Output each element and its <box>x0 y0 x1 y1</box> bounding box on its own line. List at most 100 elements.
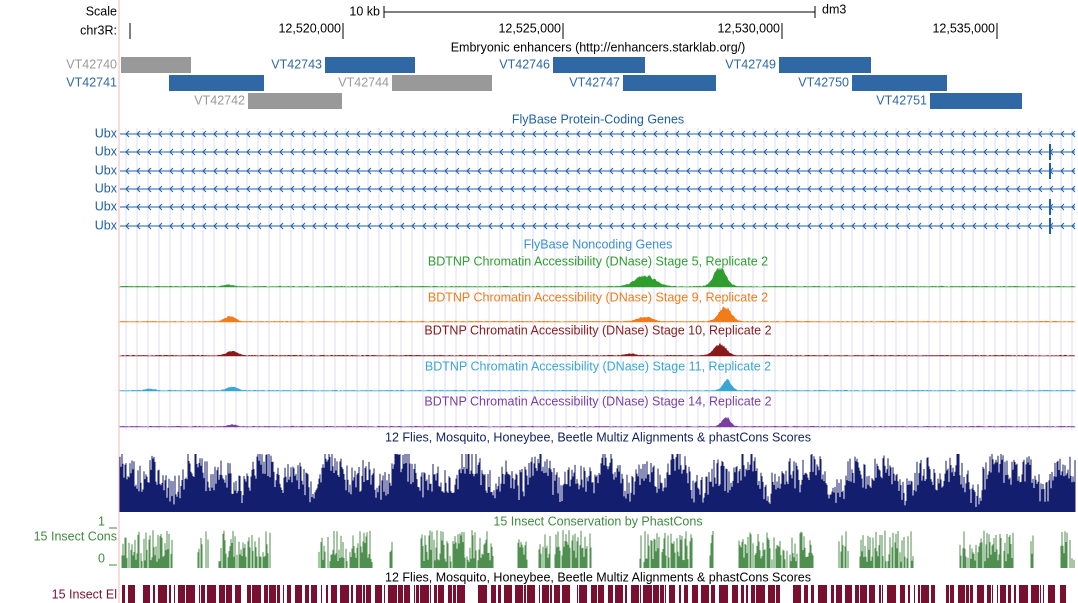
dnase-signal <box>119 306 1076 323</box>
conserved-element <box>679 585 681 603</box>
conserved-element <box>430 585 431 603</box>
track-title: 15 Insect Conservation by PhastCons <box>493 514 702 528</box>
conserved-element <box>252 585 261 603</box>
conserved-element <box>515 585 523 603</box>
conserved-element <box>235 585 241 603</box>
axis-ticks <box>109 527 117 566</box>
conserved-element <box>174 585 175 603</box>
enhancer <box>779 57 871 73</box>
conserved-element <box>295 585 302 603</box>
conserved-element <box>562 585 570 603</box>
conserved-element <box>579 585 587 603</box>
conserved-element <box>366 585 371 603</box>
conserved-element <box>900 585 905 603</box>
conserved-element <box>992 585 993 603</box>
scale-size: 10 kb <box>349 4 380 18</box>
conserved-element <box>1031 585 1039 603</box>
conserved-element <box>542 585 549 603</box>
exon <box>1049 144 1051 160</box>
conserved-element <box>746 585 748 603</box>
conserved-element <box>684 585 688 603</box>
track-title: BDTNP Chromatin Accessibility (DNase) St… <box>424 394 771 408</box>
conserved-element <box>577 585 578 603</box>
conserved-element <box>219 585 225 603</box>
conserved-element <box>701 585 709 603</box>
ruler-label: 12,535,000 <box>932 21 995 35</box>
conserved-element <box>869 585 875 603</box>
conserved-element <box>178 585 185 603</box>
conserved-element <box>640 585 641 603</box>
conserved-element <box>665 585 666 603</box>
exon <box>1049 163 1051 179</box>
conserved-element <box>1019 585 1028 603</box>
conserved-element <box>908 585 910 603</box>
conserved-element <box>498 585 501 603</box>
enhancer <box>169 75 264 91</box>
enhancer <box>623 75 716 91</box>
enhancer-label: VT42741 <box>66 75 117 89</box>
conserved-element <box>741 585 744 603</box>
gene-line <box>120 222 1076 230</box>
dnase-signal <box>119 378 1076 392</box>
enhancer <box>852 75 947 91</box>
conserved-element <box>416 585 419 603</box>
gene-line <box>120 203 1076 211</box>
conserved-element <box>122 585 125 603</box>
conserved-element <box>1043 585 1044 603</box>
gene-label: Ubx <box>95 163 118 177</box>
enhancer-label: VT42749 <box>725 57 776 71</box>
conserved-element <box>804 585 808 603</box>
enhancer-label: VT42742 <box>194 93 245 107</box>
conserved-element <box>550 585 552 603</box>
conserved-element <box>326 585 328 603</box>
conserved-element <box>527 585 535 603</box>
conserved-element <box>158 585 167 603</box>
conserved-element <box>970 585 973 603</box>
axis-min: 0 <box>98 551 105 565</box>
track-title: BDTNP Chromatin Accessibility (DNase) St… <box>424 323 771 337</box>
conserved-element <box>598 585 604 603</box>
enhancer-label: VT42740 <box>66 57 117 71</box>
conserved-element <box>143 585 150 603</box>
conserved-element <box>524 585 526 603</box>
conserved-element <box>128 585 135 603</box>
enhancer <box>392 75 492 91</box>
conserved-element <box>768 585 775 603</box>
enhancer <box>248 93 342 109</box>
conserved-element <box>946 585 949 603</box>
track-title: 12 Flies, Mosquito, Honeybee, Beetle Mul… <box>385 570 811 584</box>
conserved-element <box>398 585 403 603</box>
track-title: 12 Flies, Mosquito, Honeybee, Beetle Mul… <box>385 430 811 444</box>
ruler-label: 12,525,000 <box>498 21 561 35</box>
gene-label: Ubx <box>95 181 118 195</box>
conserved-element <box>625 585 627 603</box>
conserved-element <box>855 585 859 603</box>
conserved-element <box>977 585 984 603</box>
conserved-element <box>1060 585 1066 603</box>
conserved-element <box>199 585 200 603</box>
conserved-element <box>860 585 867 603</box>
conserved-element <box>438 585 444 603</box>
conserved-element <box>631 585 639 603</box>
enhancer-label: VT42744 <box>338 75 389 89</box>
enhancer-label: VT42747 <box>569 75 620 89</box>
track-label: 15 Insect Cons <box>34 529 117 543</box>
exon <box>1049 218 1051 234</box>
conserved-element <box>504 585 512 603</box>
conserved-element <box>987 585 991 603</box>
conserved-element <box>356 585 362 603</box>
ruler-label: 12,530,000 <box>717 21 780 35</box>
conserved-element <box>615 585 623 603</box>
conserved-element <box>226 585 232 603</box>
conserved-element <box>1008 585 1011 603</box>
conserved-element <box>845 585 852 603</box>
conserved-element <box>287 585 291 603</box>
track-label: 15 Insect El <box>52 587 117 601</box>
conserved-element <box>793 585 801 603</box>
conserved-element <box>751 585 755 603</box>
dnase-signal <box>119 416 1076 428</box>
conserved-element <box>653 585 659 603</box>
conserved-element <box>914 585 915 603</box>
conserved-element <box>201 585 205 603</box>
conserved-element <box>879 585 881 603</box>
